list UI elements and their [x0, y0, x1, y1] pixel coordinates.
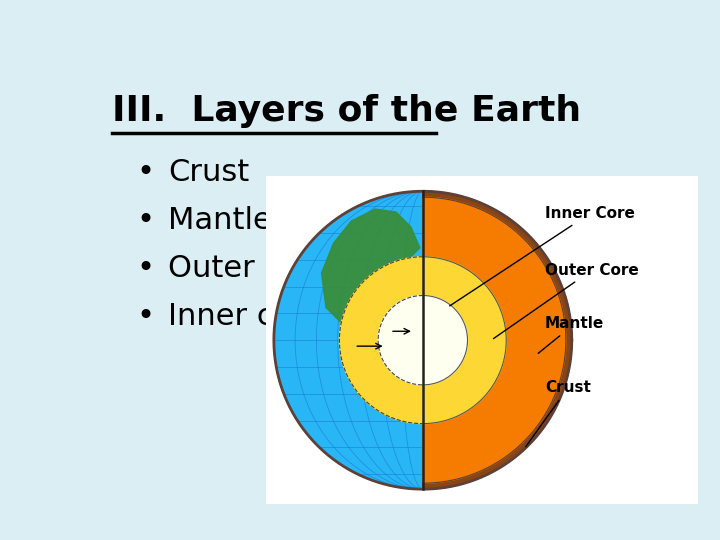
Text: •: •	[137, 254, 155, 283]
Polygon shape	[356, 358, 386, 393]
Text: III.  Layers of the Earth: III. Layers of the Earth	[112, 94, 582, 128]
Text: Mantle: Mantle	[538, 316, 604, 353]
Text: •: •	[137, 158, 155, 187]
Polygon shape	[423, 197, 566, 483]
Text: Crust: Crust	[168, 158, 249, 187]
Text: Outer core: Outer core	[168, 254, 330, 283]
Text: Crust: Crust	[526, 380, 591, 447]
Text: •: •	[137, 206, 155, 235]
Text: Outer Core: Outer Core	[493, 262, 639, 339]
Text: •: •	[137, 302, 155, 331]
Polygon shape	[378, 295, 423, 385]
Polygon shape	[423, 257, 506, 423]
Text: Inner Core: Inner Core	[450, 206, 635, 306]
Circle shape	[274, 191, 572, 489]
Polygon shape	[339, 257, 423, 423]
Polygon shape	[322, 209, 420, 322]
Text: Inner core: Inner core	[168, 302, 323, 331]
Polygon shape	[423, 191, 572, 489]
Polygon shape	[423, 295, 467, 385]
Text: Mantle: Mantle	[168, 206, 272, 235]
FancyBboxPatch shape	[266, 177, 698, 504]
